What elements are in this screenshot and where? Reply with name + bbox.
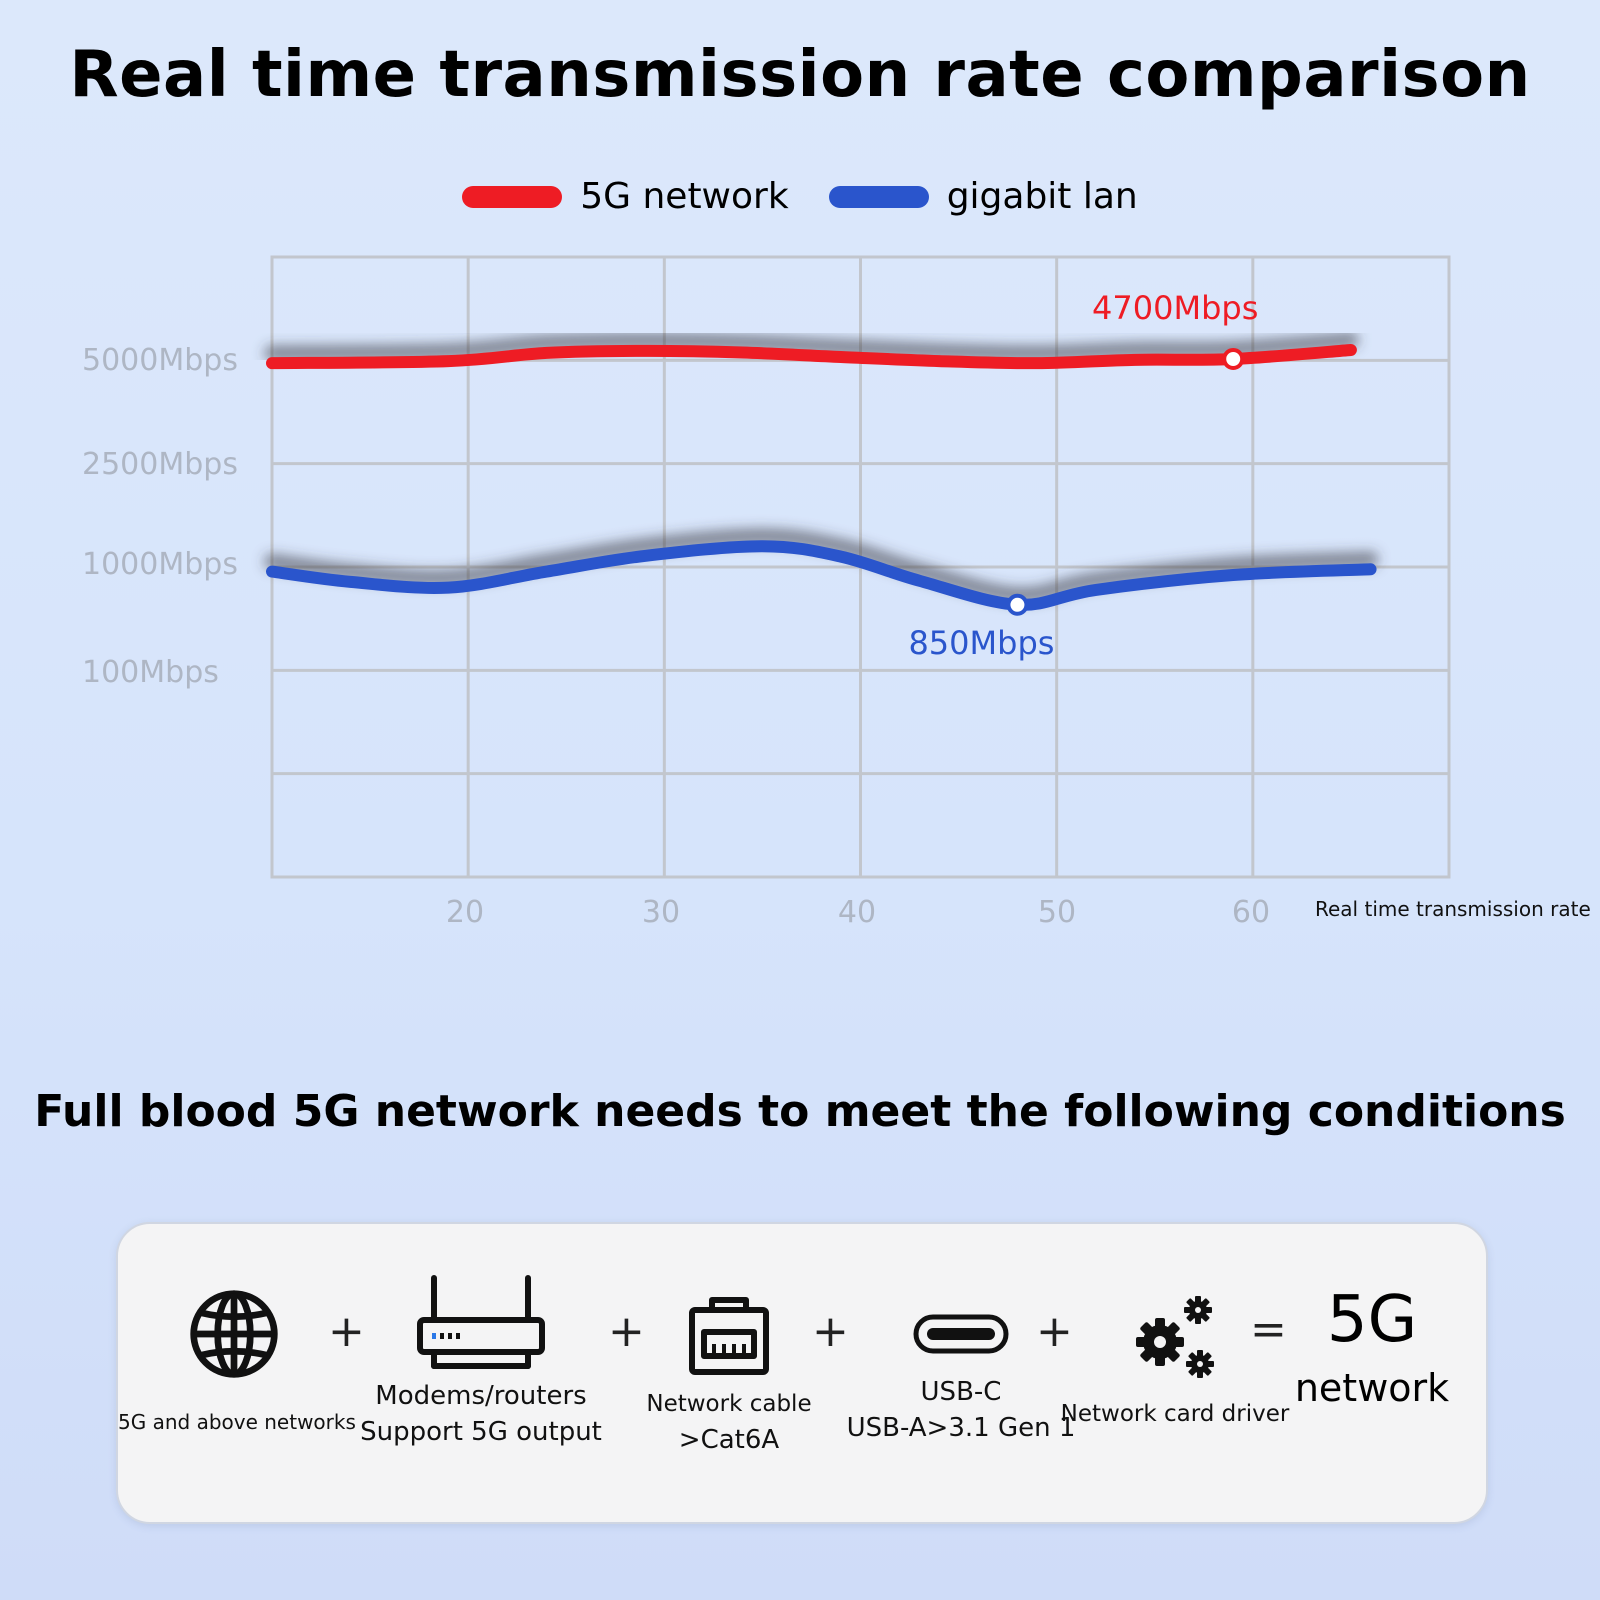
condition-label: Network card driver — [1060, 1401, 1290, 1427]
condition-network: 5G and above networks — [118, 1286, 356, 1440]
annotation-marker — [1222, 348, 1245, 370]
equals-sign: = — [1250, 1304, 1287, 1355]
annotation-marker — [1006, 593, 1029, 616]
legend-label-5g: 5G network — [580, 176, 789, 217]
series-line-lan — [266, 540, 1377, 611]
annotation-lan-value: 850Mbps — [908, 624, 1054, 662]
condition-label: >Cat6A — [678, 1425, 780, 1455]
y-axis: 5000Mbps 2500Mbps 1000Mbps 100Mbps — [82, 343, 238, 690]
x-tick-label: 50 — [1038, 895, 1076, 930]
legend-swatch-lan — [828, 185, 929, 208]
chart-series — [264, 332, 1379, 616]
line-chart: 5000Mbps 2500Mbps 1000Mbps 100Mbps 20 30… — [82, 255, 1591, 930]
result-label-small: network — [1294, 1366, 1450, 1410]
page-title: Real time transmission rate comparison — [69, 38, 1531, 112]
conditions-panel: 5G and above networks + Modems/routers S… — [116, 1222, 1488, 1524]
condition-label: Modems/routers — [375, 1381, 587, 1411]
x-tick-label: 20 — [446, 895, 484, 930]
condition-usb: USB-C USB-A>3.1 Gen 1 — [836, 1314, 1086, 1446]
condition-cable: Network cable >Cat6A — [618, 1296, 840, 1458]
y-tick-label: 100Mbps — [82, 655, 219, 690]
chart-legend: 5G network gigabit lan — [0, 176, 1600, 217]
legend-swatch-5g — [462, 185, 563, 208]
ethernet-port-icon — [689, 1297, 769, 1375]
conditions-heading: Full blood 5G network needs to meet the … — [34, 1086, 1566, 1137]
gears-icon — [1136, 1296, 1214, 1378]
legend-item-5g: 5G network — [462, 176, 789, 217]
condition-label: Network cable — [646, 1391, 812, 1417]
plus-sign: + — [608, 1306, 645, 1357]
x-tick-label: 40 — [838, 895, 876, 930]
series-line-shadow — [264, 332, 1359, 362]
y-tick-label: 5000Mbps — [82, 343, 238, 378]
legend-label-lan: gigabit lan — [946, 176, 1138, 217]
condition-label: USB-C — [920, 1377, 1002, 1407]
chart-annotations: 4700Mbps 850Mbps — [908, 289, 1258, 662]
condition-driver: Network card driver — [1050, 1292, 1300, 1432]
plus-sign: + — [1036, 1306, 1073, 1357]
y-tick-label: 2500Mbps — [82, 447, 238, 482]
globe-icon — [190, 1290, 278, 1378]
condition-label: Support 5G output — [360, 1417, 602, 1447]
series-line-5g — [266, 344, 1357, 370]
condition-label: 5G and above networks — [118, 1410, 356, 1434]
x-axis: 20 30 40 50 60 Real time transmission ra… — [446, 895, 1591, 930]
series-line-shadow — [264, 528, 1379, 603]
result-5g-network: 5G network — [1272, 1288, 1472, 1410]
x-tick-label: 60 — [1232, 895, 1270, 930]
y-tick-label: 1000Mbps — [82, 547, 238, 582]
x-tick-label: 30 — [642, 895, 680, 930]
usb-c-icon — [913, 1314, 1009, 1354]
plus-sign: + — [812, 1306, 849, 1357]
result-label-big: 5G — [1326, 1283, 1418, 1357]
condition-router: Modems/routers Support 5G output — [356, 1274, 606, 1450]
x-axis-label: Real time transmission rate — [1315, 897, 1591, 921]
plus-sign: + — [328, 1306, 365, 1357]
legend-item-lan: gigabit lan — [828, 176, 1138, 217]
router-icon — [417, 1275, 545, 1369]
annotation-5g-value: 4700Mbps — [1092, 289, 1258, 327]
condition-label: USB-A>3.1 Gen 1 — [846, 1413, 1076, 1443]
